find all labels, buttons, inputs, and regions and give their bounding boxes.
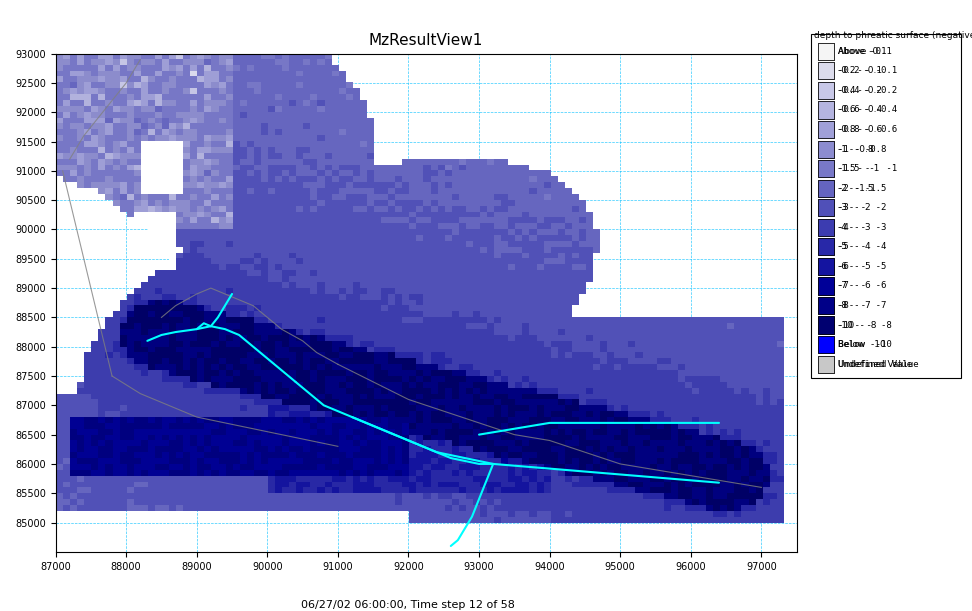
Text: -0.6 - -0.4: -0.6 - -0.4	[838, 106, 882, 114]
Text: -1.5 -   -1: -1.5 - -1	[838, 164, 880, 173]
Text: Below  -10: Below -10	[838, 340, 885, 349]
Text: -5 -   -4: -5 - -4	[838, 243, 871, 251]
Text: Undefined Value: Undefined Value	[838, 360, 913, 368]
Text: -8 -   -7: -8 - -7	[838, 301, 871, 310]
Text: Above -0.1: Above -0.1	[838, 47, 891, 56]
Text: -8 -   -7: -8 - -7	[838, 301, 886, 310]
Text: -0.4 - -0.2: -0.4 - -0.2	[838, 86, 897, 95]
Text: -0.2 - -0.1: -0.2 - -0.1	[838, 67, 897, 75]
Text: -2 - -1.5: -2 - -1.5	[838, 184, 874, 192]
Text: Undefined Value: Undefined Value	[838, 360, 919, 368]
Text: -6 -   -5: -6 - -5	[838, 262, 886, 271]
Text: -3 -   -2: -3 - -2	[838, 203, 871, 212]
Text: -1.5 -   -1: -1.5 - -1	[838, 164, 897, 173]
Text: -1 - -0.8: -1 - -0.8	[838, 145, 886, 153]
Text: Below  -10: Below -10	[838, 340, 891, 349]
Text: -0.8 - -0.6: -0.8 - -0.6	[838, 125, 883, 134]
Text: Above -0.1: Above -0.1	[838, 47, 886, 56]
Text: depth to phreatic surface (negative) [m]: depth to phreatic surface (negative) [m]	[814, 31, 972, 40]
Text: -0.8 - -0.6: -0.8 - -0.6	[838, 125, 897, 134]
Text: -10 -   -8: -10 - -8	[838, 321, 891, 329]
Text: -4 -   -3: -4 - -3	[838, 223, 871, 232]
Text: -10 -   -8: -10 - -8	[838, 321, 877, 329]
Title: MzResultView1: MzResultView1	[369, 34, 483, 48]
Text: -3 -   -2: -3 - -2	[838, 203, 886, 212]
Text: -0.6 - -0.4: -0.6 - -0.4	[838, 106, 897, 114]
Text: 06/27/02 06:00:00, Time step 12 of 58: 06/27/02 06:00:00, Time step 12 of 58	[301, 600, 515, 610]
Text: -2 - -1.5: -2 - -1.5	[838, 184, 886, 192]
Text: -4 -   -3: -4 - -3	[838, 223, 886, 232]
Text: -0.4 - -0.2: -0.4 - -0.2	[838, 86, 882, 95]
Text: -7 -   -6: -7 - -6	[838, 282, 886, 290]
Text: -7 -   -6: -7 - -6	[838, 282, 871, 290]
Text: -5 -   -4: -5 - -4	[838, 243, 886, 251]
Text: -1 - -0.8: -1 - -0.8	[838, 145, 874, 153]
Text: -6 -   -5: -6 - -5	[838, 262, 871, 271]
Text: -0.2 - -0.1: -0.2 - -0.1	[838, 67, 882, 75]
